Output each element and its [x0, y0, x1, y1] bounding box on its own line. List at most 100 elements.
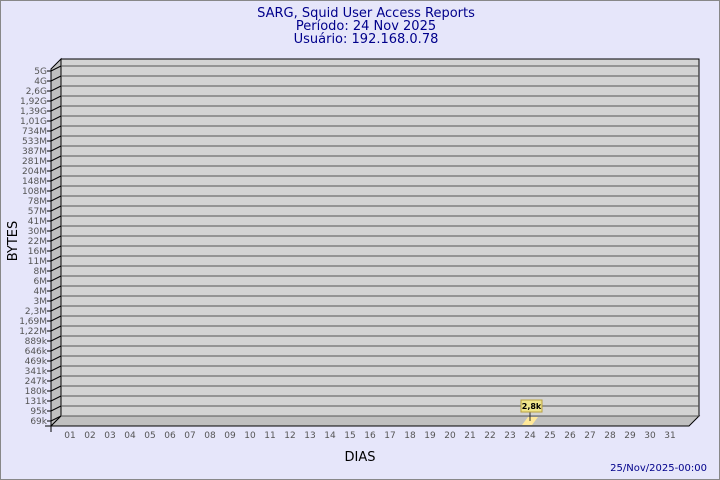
x-tick-label: 19 — [424, 431, 436, 441]
y-tick-diagonal — [50, 415, 62, 422]
y-tick-diagonal — [50, 155, 62, 162]
y-tick-label: 95k — [30, 407, 47, 417]
x-tick-label: 26 — [564, 431, 576, 441]
chart-title: SARG, Squid User Access Reports — [257, 6, 475, 21]
y-tick-label: 646k — [25, 347, 48, 357]
y-tick-diagonal — [50, 85, 62, 92]
y-tick-diagonal — [50, 405, 62, 412]
y-tick-diagonal — [50, 215, 62, 222]
x-tick-label: 27 — [584, 431, 595, 441]
y-tick-label: 6M — [34, 277, 48, 287]
y-tick-diagonal — [50, 265, 62, 272]
y-tick-label: 16M — [28, 247, 47, 257]
y-tick-diagonal — [50, 345, 62, 352]
y-tick-diagonal — [50, 285, 62, 292]
y-tick-diagonal — [50, 295, 62, 302]
x-tick-label: 01 — [64, 431, 75, 441]
plot-back-panel — [60, 58, 700, 417]
x-tick-label: 15 — [344, 431, 355, 441]
y-tick-diagonal — [50, 255, 62, 262]
x-tick-label: 30 — [644, 431, 656, 441]
chart-subtitle-user: Usuário: 192.168.0.78 — [294, 32, 439, 47]
x-tick-label: 21 — [464, 431, 475, 441]
x-tick-label: 09 — [224, 431, 236, 441]
y-tick-diagonal — [50, 375, 62, 382]
y-tick-label: 889k — [25, 337, 48, 347]
y-axis-label: BYTES — [6, 221, 21, 262]
bar-data-label: 2,8k — [522, 402, 542, 411]
x-tick-label: 02 — [84, 431, 95, 441]
y-tick-label: 387M — [22, 147, 47, 157]
y-tick-label: 8M — [34, 267, 48, 277]
x-tick-label: 07 — [184, 431, 195, 441]
y-tick-diagonal — [50, 275, 62, 282]
footer-timestamp: 25/Nov/2025-00:00 — [610, 463, 707, 474]
x-tick-label: 28 — [604, 431, 616, 441]
y-tick-diagonal — [50, 75, 62, 82]
y-tick-diagonal — [50, 395, 62, 402]
y-tick-label: 734M — [22, 127, 47, 137]
y-tick-diagonal — [50, 115, 62, 122]
y-tick-diagonal — [50, 355, 62, 362]
x-tick-label: 12 — [284, 431, 295, 441]
x-tick-label: 08 — [204, 431, 216, 441]
x-tick-label: 25 — [544, 431, 555, 441]
x-tick-label: 11 — [264, 431, 275, 441]
y-tick-diagonal — [50, 315, 62, 322]
y-tick-label: 131k — [25, 397, 48, 407]
y-tick-label: 11M — [28, 257, 47, 267]
y-tick-label: 148M — [22, 177, 47, 187]
y-tick-label: 22M — [28, 237, 47, 247]
chart-subtitle-period: Período: 24 Nov 2025 — [296, 19, 436, 34]
y-tick-label: 341k — [25, 367, 48, 377]
y-tick-label: 180k — [25, 387, 48, 397]
y-tick-label: 5G — [34, 67, 47, 77]
x-tick-label: 24 — [524, 431, 536, 441]
y-tick-diagonal — [50, 325, 62, 332]
x-tick-label: 20 — [444, 431, 456, 441]
x-tick-label: 06 — [164, 431, 176, 441]
x-tick-label: 04 — [124, 431, 136, 441]
y-tick-label: 4M — [34, 287, 48, 297]
y-tick-label: 108M — [22, 187, 47, 197]
y-tick-label: 30M — [28, 227, 47, 237]
y-tick-label: 247k — [25, 377, 48, 387]
y-tick-label: 3M — [34, 297, 48, 307]
y-tick-diagonal — [50, 235, 62, 242]
y-tick-diagonal — [50, 65, 62, 72]
y-tick-label: 281M — [22, 157, 47, 167]
y-tick-diagonal — [50, 185, 62, 192]
x-tick-label: 18 — [404, 431, 416, 441]
y-tick-diagonal — [50, 245, 62, 252]
y-tick-label: 2,3M — [25, 307, 47, 317]
y-tick-diagonal — [50, 225, 62, 232]
y-tick-diagonal — [50, 105, 62, 112]
x-tick-label: 14 — [324, 431, 336, 441]
x-tick-label: 16 — [364, 431, 376, 441]
y-tick-label: 1,22M — [19, 327, 47, 337]
y-tick-diagonal — [50, 305, 62, 312]
y-tick-label: 1,69M — [19, 317, 47, 327]
x-tick-label: 05 — [144, 431, 155, 441]
y-tick-diagonal — [50, 205, 62, 212]
y-tick-label: 533M — [22, 137, 47, 147]
bar-label-box — [520, 399, 543, 413]
x-tick-label: 23 — [504, 431, 515, 441]
y-tick-diagonal — [50, 175, 62, 182]
x-tick-label: 31 — [664, 431, 675, 441]
y-tick-label: 469k — [25, 357, 48, 367]
y-tick-diagonal — [50, 95, 62, 102]
y-tick-diagonal — [50, 335, 62, 342]
x-tick-label: 03 — [104, 431, 115, 441]
x-tick-label: 22 — [484, 431, 495, 441]
x-tick-label: 17 — [384, 431, 395, 441]
y-tick-label: 204M — [22, 167, 47, 177]
x-tick-label: 29 — [624, 431, 636, 441]
y-tick-label: 1,39G — [20, 107, 47, 117]
y-tick-label: 1,01G — [20, 117, 47, 127]
y-tick-diagonal — [50, 135, 62, 142]
x-axis-label: DIAS — [345, 450, 376, 465]
y-tick-diagonal — [50, 365, 62, 372]
